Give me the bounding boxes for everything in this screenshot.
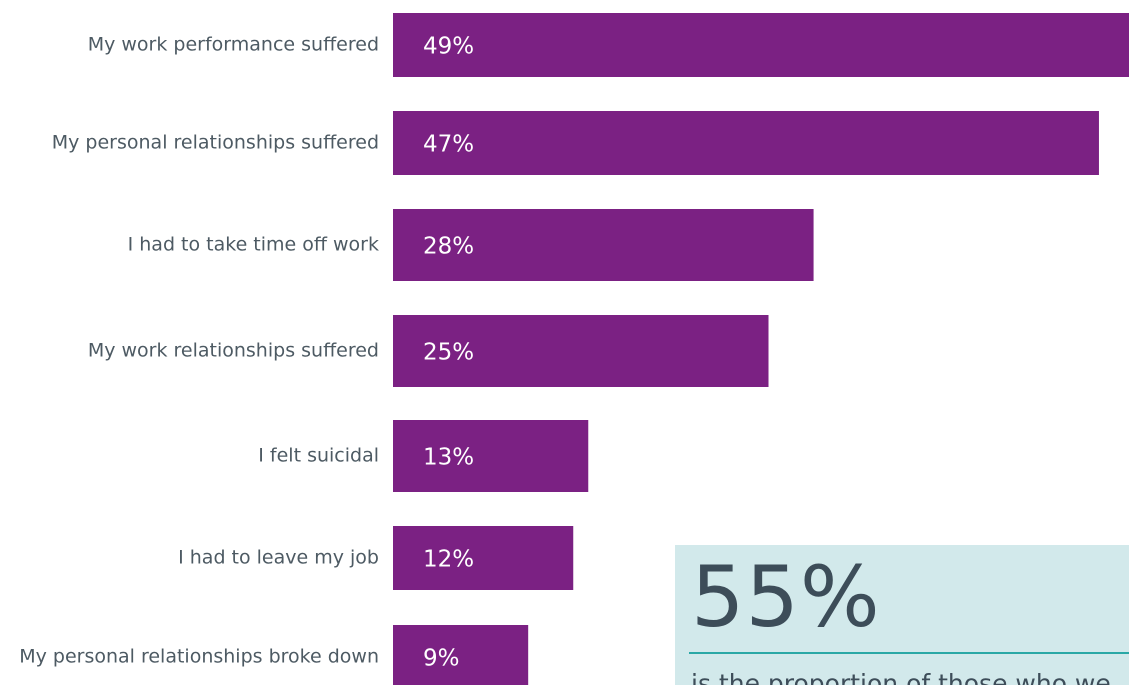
bar [393, 13, 1129, 77]
bar [393, 111, 1099, 175]
value-label: 9% [423, 646, 460, 672]
value-label: 49% [423, 34, 474, 60]
callout-box: 55% is the proportion of those who we [675, 545, 1129, 685]
category-label: My personal relationships suffered [52, 132, 379, 154]
bar [393, 625, 529, 685]
category-label: My work performance suffered [88, 34, 379, 56]
bar [393, 420, 589, 492]
value-label: 28% [423, 234, 474, 260]
bar [393, 209, 814, 281]
category-label: I felt suicidal [258, 445, 379, 467]
category-label: I had to leave my job [178, 547, 379, 569]
bar [393, 315, 769, 387]
bar [393, 526, 574, 590]
callout-number: 55% [691, 548, 881, 646]
value-label: 47% [423, 132, 474, 158]
category-label: My personal relationships broke down [19, 646, 379, 668]
callout-rule [689, 652, 1129, 654]
category-label: My work relationships suffered [88, 340, 379, 362]
value-label: 12% [423, 547, 474, 573]
category-label: I had to take time off work [128, 234, 379, 256]
callout-text: is the proportion of those who we [691, 669, 1111, 685]
value-label: 25% [423, 340, 474, 366]
value-label: 13% [423, 445, 474, 471]
